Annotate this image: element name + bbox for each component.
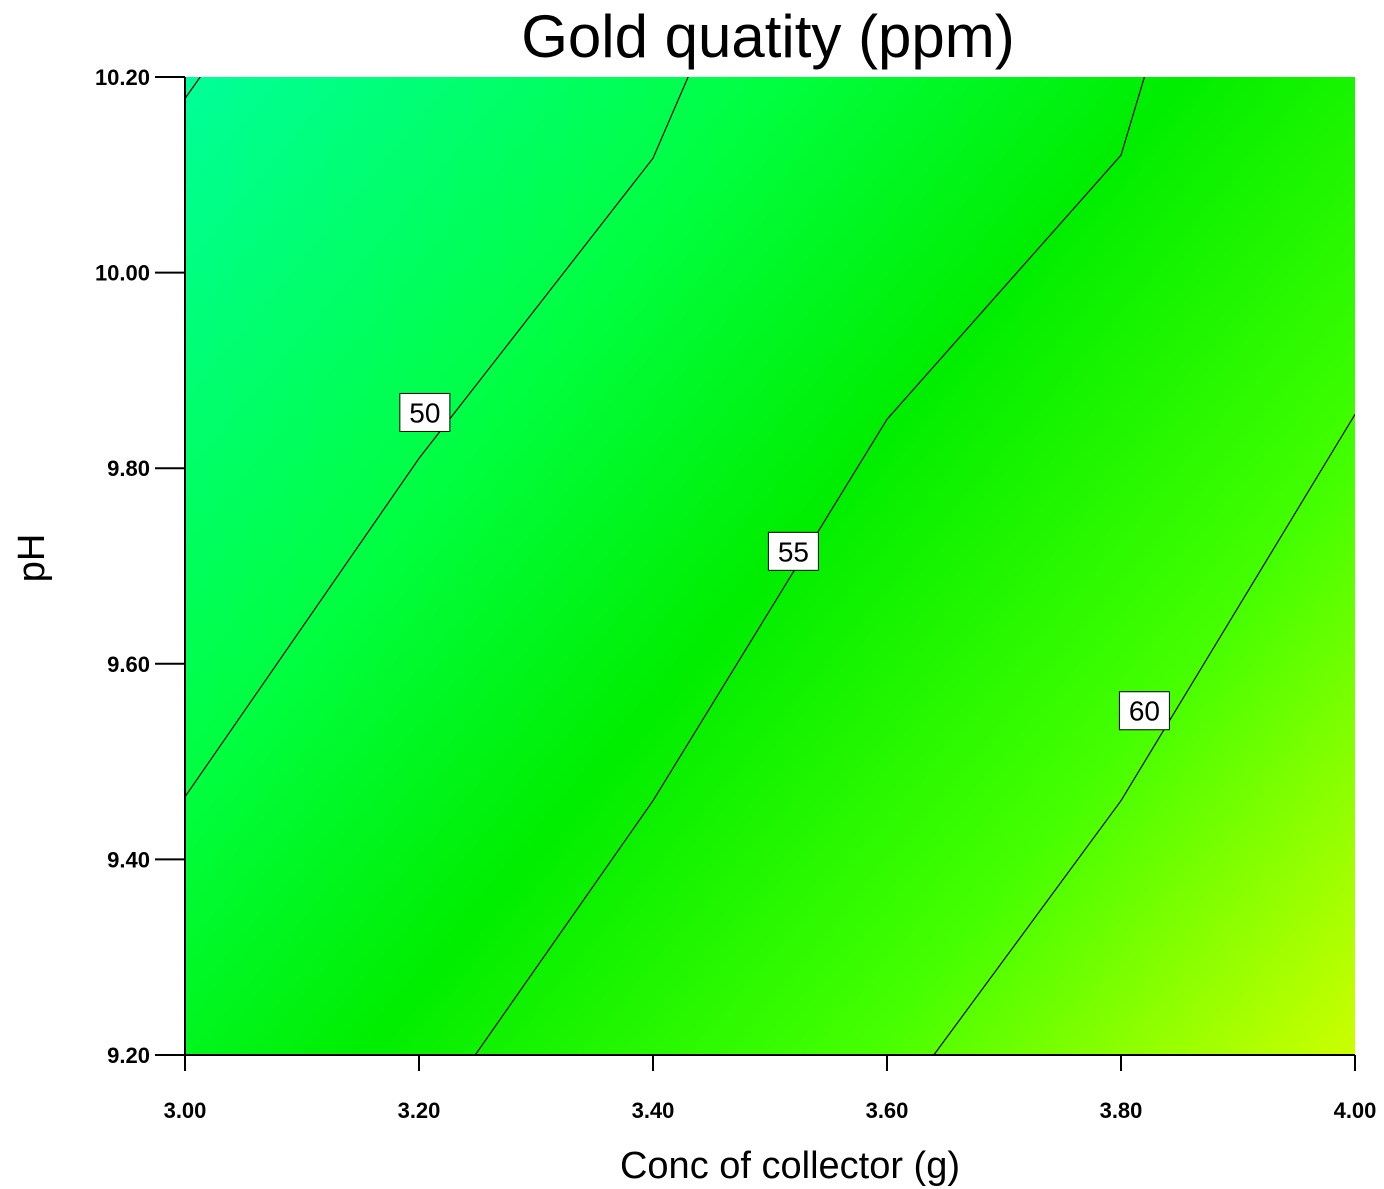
y-axis-label: pH xyxy=(11,534,53,583)
y-tick-label: 9.40 xyxy=(107,847,150,872)
contour-line-50 xyxy=(185,77,689,798)
x-tick-label: 3.20 xyxy=(398,1098,441,1123)
contour-line-corner xyxy=(185,77,201,99)
x-tick-label: 4.00 xyxy=(1334,1098,1377,1123)
x-tick-label: 3.80 xyxy=(1100,1098,1143,1123)
chart-title: Gold quatity (ppm) xyxy=(521,3,1015,70)
y-ticks: 9.20 9.40 9.60 9.80 10.00 10.20 xyxy=(95,65,185,1068)
x-tick-label: 3.00 xyxy=(164,1098,207,1123)
y-tick-label: 9.20 xyxy=(107,1043,150,1068)
axes xyxy=(184,77,1355,1056)
contour-label-60: 60 xyxy=(1129,696,1160,727)
contour-lines xyxy=(185,77,1355,1055)
contour-labels: 50 55 60 xyxy=(399,392,1170,731)
y-tick-label: 9.60 xyxy=(107,652,150,677)
x-tick-label: 3.60 xyxy=(866,1098,909,1123)
contour-label-box xyxy=(1118,691,1170,731)
contour-label-box xyxy=(399,392,451,432)
x-tick-label: 3.40 xyxy=(632,1098,675,1123)
x-axis-label: Conc of collector (g) xyxy=(620,1145,960,1187)
contour-line-55 xyxy=(474,77,1145,1055)
y-tick-label: 10.20 xyxy=(95,65,150,90)
contour-label-50: 50 xyxy=(409,397,440,428)
y-tick-label: 10.00 xyxy=(95,261,150,286)
x-ticks: 3.00 3.20 3.40 3.60 3.80 4.00 xyxy=(164,1055,1377,1123)
contour-line-60 xyxy=(933,414,1355,1055)
contour-label-box xyxy=(767,531,819,571)
contour-label-55: 55 xyxy=(778,536,809,567)
y-tick-label: 9.80 xyxy=(107,456,150,481)
